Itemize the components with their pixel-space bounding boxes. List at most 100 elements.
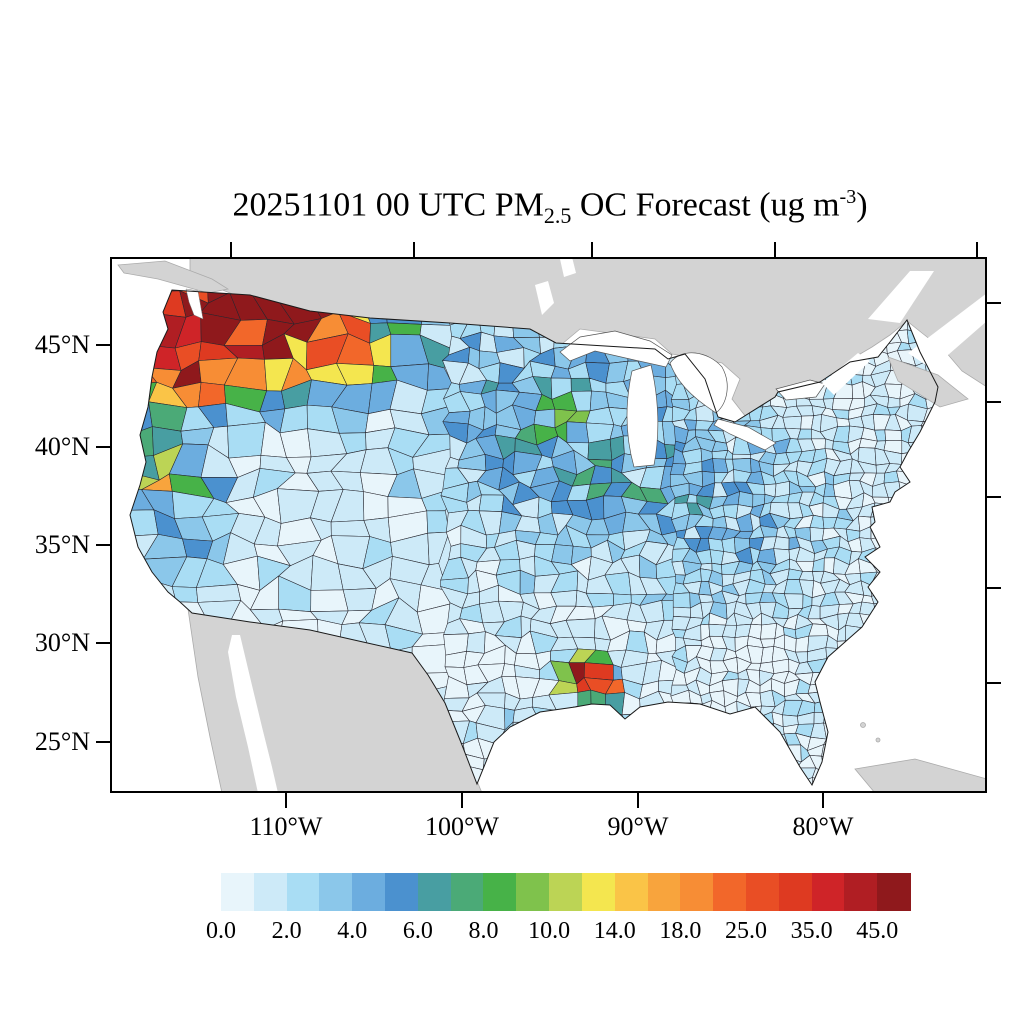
county-cell	[583, 662, 614, 681]
county-cell	[836, 417, 851, 427]
colorbar-segment	[221, 873, 255, 911]
county-cell	[884, 429, 903, 441]
lake-huron	[669, 352, 728, 414]
colorbar-tick-label: 45.0	[856, 918, 899, 944]
lat-tick-label: 25°N	[34, 727, 90, 756]
colorbar-segment	[385, 873, 419, 911]
lake-erie	[713, 418, 777, 451]
colorbar-tick-label: 4.0	[337, 918, 368, 944]
gulf-of-california	[228, 635, 278, 793]
title-superscript: -3	[839, 186, 857, 208]
county-cell	[570, 377, 592, 392]
colorbar-segment	[745, 873, 780, 911]
gulf-of-st-lawrence	[868, 271, 934, 323]
colorbar-segment	[581, 873, 616, 911]
county-cell	[760, 646, 775, 664]
map-plot-area	[110, 257, 987, 793]
lon-tick-top	[774, 242, 776, 257]
colorbar-tick-label: 8.0	[468, 918, 499, 944]
lat-tick-left	[96, 544, 110, 546]
title-middle: OC Forecast (ug m	[571, 186, 840, 224]
county-cell	[310, 589, 349, 612]
colorbar-segment	[450, 873, 485, 911]
county-cell	[426, 510, 450, 534]
title-subscript: 2.5	[543, 203, 572, 229]
us-choropleth-map	[110, 257, 987, 793]
lake-of-the-woods	[535, 281, 554, 315]
title-suffix: )	[856, 186, 868, 224]
vancouver-island	[117, 260, 230, 294]
colorbar-tick-label: 2.0	[271, 918, 302, 944]
colorbar-tick-label: 35.0	[790, 918, 833, 944]
lon-tick-label: 90°W	[607, 812, 669, 841]
county-cell	[773, 536, 790, 551]
lon-tick-bottom	[822, 793, 824, 808]
nova-scotia	[887, 356, 969, 408]
county-cell	[795, 635, 810, 653]
colorbar-segment	[319, 873, 353, 911]
lat-tick-left	[96, 741, 110, 743]
lat-tick-left	[96, 446, 110, 448]
figure-title: 20251101 00 UTC PM2.5 OC Forecast (ug m-…	[76, 186, 1024, 229]
lat-tick-left	[96, 344, 110, 346]
county-cell	[760, 623, 777, 640]
lat-tick-right	[987, 496, 1001, 498]
colorbar-tick-label: 18.0	[659, 918, 702, 944]
colorbar-tick-label: 10.0	[528, 918, 571, 944]
lon-tick-label: 100°W	[425, 812, 499, 841]
county-cell	[551, 544, 574, 565]
bahamas-island	[860, 722, 866, 728]
county-cell	[330, 520, 371, 537]
county-cell	[466, 631, 486, 654]
colorbar-segment	[844, 873, 878, 911]
colorbar-segment	[516, 873, 550, 911]
county-cell	[198, 382, 226, 408]
colorbar-segment	[253, 873, 288, 911]
cuba-landmass	[854, 758, 987, 793]
lake-ontario	[775, 379, 826, 401]
county-cell	[721, 537, 736, 554]
county-cell	[478, 494, 505, 512]
county-cell	[672, 592, 691, 609]
county-cell	[782, 415, 802, 430]
colorbar-segment	[549, 873, 583, 911]
colorbar-segment	[352, 873, 386, 911]
plot-frame	[110, 257, 987, 793]
county-cell	[196, 584, 242, 603]
colorbar-segment	[647, 873, 681, 911]
lon-tick-top	[976, 242, 978, 257]
lat-tick-right	[987, 587, 1001, 589]
st-lawrence-river	[822, 353, 870, 395]
colorbar-segment	[286, 873, 321, 911]
lat-tick-right	[987, 682, 1001, 684]
lat-tick-right	[987, 401, 1001, 403]
lat-tick-label: 45°N	[34, 330, 90, 359]
colorbar-tick-label: 25.0	[724, 918, 767, 944]
county-cell	[672, 606, 691, 618]
lon-tick-top	[413, 242, 415, 257]
lat-tick-label: 30°N	[34, 628, 90, 657]
county-cell	[566, 421, 590, 444]
colorbar-segment	[811, 873, 845, 911]
lon-tick-bottom	[637, 793, 639, 808]
puget-sound	[185, 288, 204, 320]
county-cell	[227, 422, 266, 459]
county-cell	[823, 557, 835, 574]
lon-tick-bottom	[285, 793, 287, 808]
colorbar-segment	[778, 873, 813, 911]
county-cell	[363, 491, 389, 521]
county-cell	[342, 588, 377, 612]
colorbar-segment	[614, 873, 649, 911]
bay-of-fundy	[908, 293, 987, 369]
colorbar-segment	[417, 873, 452, 911]
county-cell	[587, 438, 613, 461]
lat-tick-right	[987, 302, 1001, 304]
lat-tick-label: 35°N	[34, 530, 90, 559]
lat-tick-label: 40°N	[34, 432, 90, 461]
colorbar-segment	[680, 873, 714, 911]
colorbar-tick-label: 0.0	[206, 918, 236, 944]
us-coastline	[129, 289, 939, 787]
bahamas-island	[875, 737, 881, 743]
lon-tick-bottom	[461, 793, 463, 808]
